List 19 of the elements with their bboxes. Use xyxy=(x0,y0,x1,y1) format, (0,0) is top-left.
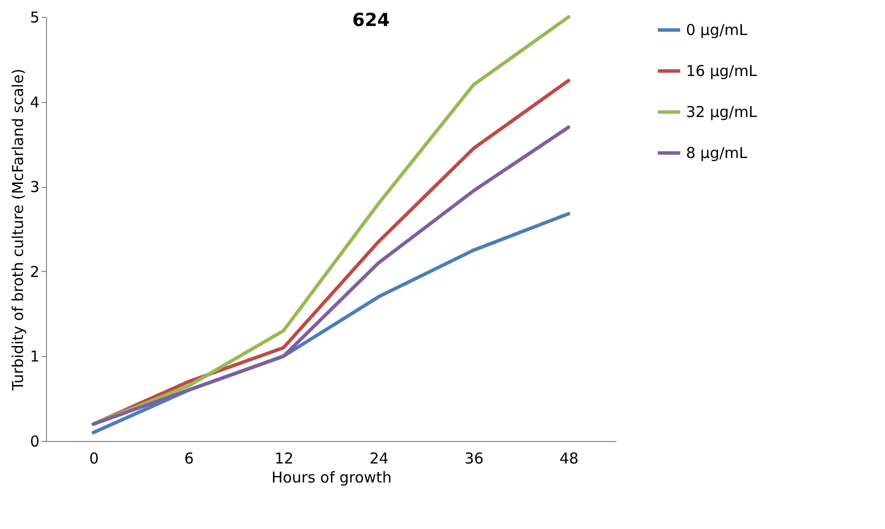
y-tick-label: 1 xyxy=(30,348,40,366)
x-tick-label: 48 xyxy=(559,450,579,468)
x-tick-label: 0 xyxy=(89,450,99,468)
x-tick-label: 6 xyxy=(184,450,194,468)
y-tick-label: 3 xyxy=(30,178,40,196)
y-tick-label: 2 xyxy=(30,262,40,281)
chart-title: 624 xyxy=(352,10,390,31)
x-tick-label: 36 xyxy=(464,450,484,468)
x-tick-label: 24 xyxy=(369,450,389,468)
legend-label: 32 μg/mL xyxy=(686,103,758,121)
y-tick-label: 4 xyxy=(30,93,40,112)
legend-label: 16 μg/mL xyxy=(686,62,758,80)
legend-label: 8 μg/mL xyxy=(686,144,748,162)
x-axis-title: Hours of growth xyxy=(271,468,392,486)
y-tick-label: 0 xyxy=(30,432,40,450)
y-axis-title: Turbidity of broth culture (McFarland scale) xyxy=(8,68,27,392)
y-tick-label: 5 xyxy=(30,8,40,26)
legend-label: 0 μg/mL xyxy=(686,21,748,39)
x-tick-label: 12 xyxy=(274,450,294,468)
